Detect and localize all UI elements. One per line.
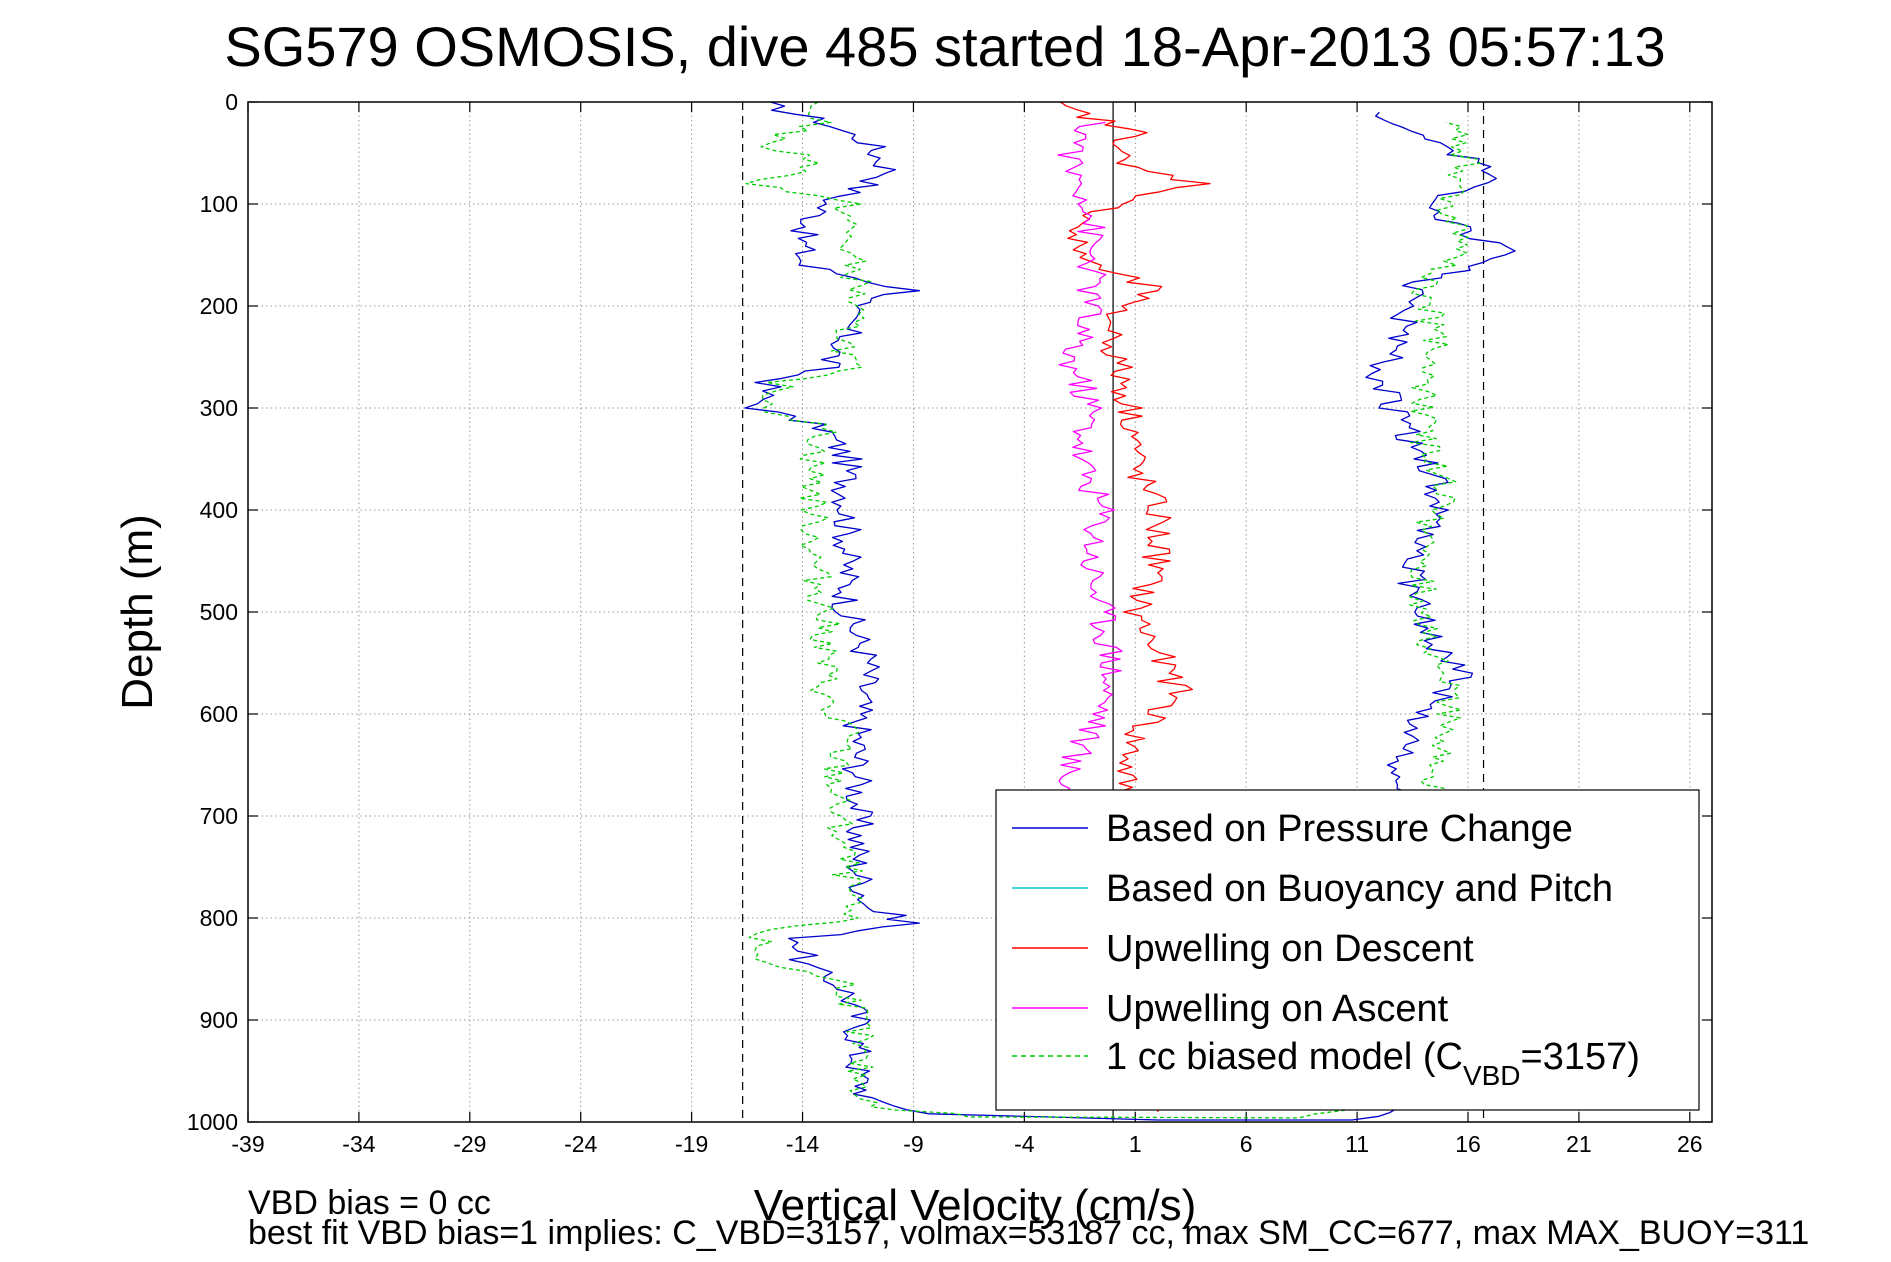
y-tick-label: 700 xyxy=(200,803,238,829)
x-tick-label: -34 xyxy=(342,1131,375,1157)
x-tick-label: -9 xyxy=(903,1131,923,1157)
legend-label-3: Upwelling on Ascent xyxy=(1106,988,1449,1030)
legend-box xyxy=(995,789,1700,1111)
legend-label-0: Based on Pressure Change xyxy=(1106,808,1573,850)
x-axis-label: Vertical Velocity (cm/s) xyxy=(754,1181,1197,1230)
x-tick-label: 1 xyxy=(1129,1131,1142,1157)
x-tick-label: 11 xyxy=(1345,1131,1369,1157)
y-tick-label: 200 xyxy=(200,293,238,319)
x-tick-label: -24 xyxy=(564,1131,597,1157)
y-tick-label: 900 xyxy=(200,1007,238,1033)
y-tick-label: 0 xyxy=(225,89,238,115)
legend: Based on Pressure Change Based on Buoyanc… xyxy=(995,789,1700,1111)
series-line-4 xyxy=(745,101,1481,1119)
y-tick-label: 600 xyxy=(200,701,238,727)
series-line-0 xyxy=(744,101,1516,1121)
y-tick-label: 300 xyxy=(200,395,238,421)
x-tick-label: -39 xyxy=(231,1131,264,1157)
y-axis-label: Depth (m) xyxy=(113,514,162,710)
y-tick-label: 500 xyxy=(200,599,238,625)
y-tick-label: 100 xyxy=(200,191,238,217)
x-tick-label: -4 xyxy=(1014,1131,1035,1157)
x-tick-label: 16 xyxy=(1455,1131,1481,1157)
x-tick-label: -19 xyxy=(675,1131,708,1157)
x-axis-ticks: -39 -34 -29 -24 -19 -14 -9 -4 1 6 11 16 21 26 xyxy=(231,102,1703,1157)
footer-line-1: VBD bias = 0 cc xyxy=(248,1184,491,1222)
y-axis-ticks: 0 100 200 300 400 500 600 700 800 900 1000 xyxy=(187,89,1712,1135)
legend-label-2: Upwelling on Descent xyxy=(1106,928,1474,970)
series-line-3 xyxy=(1057,121,1123,817)
y-tick-label: 1000 xyxy=(187,1109,238,1135)
x-tick-label: 26 xyxy=(1677,1131,1703,1157)
y-tick-label: 800 xyxy=(200,905,238,931)
x-tick-label: 21 xyxy=(1566,1131,1592,1157)
x-tick-label: 6 xyxy=(1240,1131,1253,1157)
x-tick-label: -29 xyxy=(453,1131,486,1157)
legend-label-1: Based on Buoyancy and Pitch xyxy=(1106,868,1613,910)
chart-title: SG579 OSMOSIS, dive 485 started 18-Apr-2… xyxy=(224,15,1665,78)
footer-line-2: best fit VBD bias=1 implies: C_VBD=3157,… xyxy=(248,1214,1809,1252)
axes-frame xyxy=(247,101,1713,1123)
x-tick-label: -14 xyxy=(786,1131,819,1157)
y-tick-label: 400 xyxy=(200,497,238,523)
